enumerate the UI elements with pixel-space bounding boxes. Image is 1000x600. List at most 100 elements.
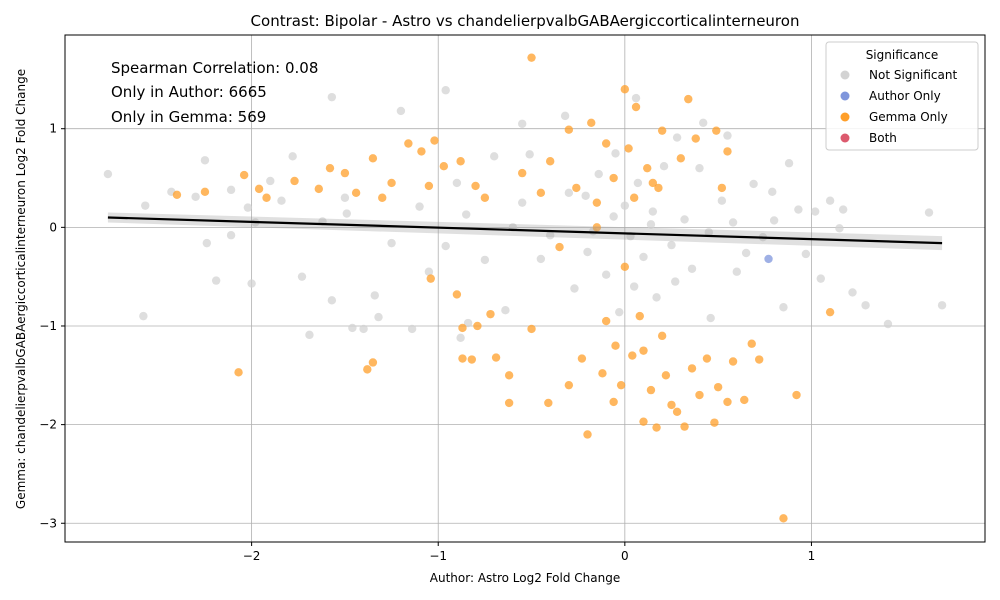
point-not-significant xyxy=(706,313,715,323)
point-gemma-only xyxy=(467,355,477,364)
point-not-significant xyxy=(784,159,794,168)
point-gemma-only xyxy=(536,188,546,198)
legend-title: Significance xyxy=(866,48,939,62)
point-not-significant xyxy=(631,93,641,103)
point-not-significant xyxy=(490,152,499,161)
point-gemma-only xyxy=(672,407,682,416)
point-gemma-only xyxy=(620,262,630,271)
legend-label-not-significant: Not Significant xyxy=(869,68,957,82)
point-not-significant xyxy=(202,238,212,248)
point-gemma-only xyxy=(654,183,663,193)
point-gemma-only xyxy=(200,187,210,197)
point-gemma-only xyxy=(527,324,536,334)
point-gemma-only xyxy=(486,309,495,319)
point-gemma-only xyxy=(592,223,602,232)
point-not-significant xyxy=(769,216,779,225)
point-not-significant xyxy=(704,228,714,237)
point-gemma-only xyxy=(629,193,639,202)
point-gemma-only xyxy=(691,134,700,143)
point-not-significant xyxy=(723,131,732,140)
point-not-significant xyxy=(672,133,682,142)
point-not-significant xyxy=(835,224,844,233)
point-gemma-only xyxy=(592,198,602,207)
point-not-significant xyxy=(768,187,777,197)
point-not-significant xyxy=(415,202,424,211)
point-not-significant xyxy=(583,247,592,257)
point-gemma-only xyxy=(564,125,574,134)
point-gemma-only xyxy=(363,365,372,374)
point-gemma-only xyxy=(717,183,727,193)
point-not-significant xyxy=(359,324,368,334)
point-not-significant xyxy=(648,207,658,216)
point-not-significant xyxy=(456,333,465,343)
point-gemma-only xyxy=(702,354,712,363)
point-not-significant xyxy=(717,196,727,205)
point-gemma-only xyxy=(473,321,482,331)
point-not-significant xyxy=(801,249,811,259)
point-not-significant xyxy=(297,272,307,281)
point-not-significant xyxy=(749,179,758,189)
point-gemma-only xyxy=(577,354,587,363)
point-not-significant xyxy=(937,301,947,310)
plot-frame xyxy=(64,34,986,543)
point-gemma-only xyxy=(710,418,719,427)
point-gemma-only xyxy=(601,316,611,326)
point-gemma-only xyxy=(598,369,607,378)
legend: Significance Not Significant Author Only… xyxy=(825,41,979,151)
point-gemma-only xyxy=(639,346,648,355)
point-not-significant xyxy=(441,241,450,251)
point-gemma-only xyxy=(404,139,413,148)
legend-marker-author-only xyxy=(840,91,850,101)
point-gemma-only xyxy=(290,176,299,186)
point-gemma-only xyxy=(325,163,335,173)
point-not-significant xyxy=(407,324,417,334)
x-axis-ticks: −2 −1 0 1 xyxy=(243,542,816,563)
point-not-significant xyxy=(387,238,396,248)
point-gemma-only xyxy=(314,184,323,194)
point-not-significant xyxy=(518,119,527,128)
point-not-significant xyxy=(570,284,579,293)
point-gemma-only xyxy=(624,144,633,153)
x-tick-label: 1 xyxy=(808,549,816,563)
legend-label-gemma-only: Gemma Only xyxy=(869,110,948,124)
point-not-significant xyxy=(424,267,434,276)
point-not-significant xyxy=(374,312,383,322)
point-gemma-only xyxy=(583,430,592,439)
point-not-significant xyxy=(340,193,350,202)
point-gemma-only xyxy=(740,395,749,405)
point-not-significant xyxy=(639,252,648,262)
point-not-significant xyxy=(646,220,656,229)
y-tick-label: −1 xyxy=(39,319,57,333)
point-not-significant xyxy=(211,276,221,285)
point-gemma-only xyxy=(676,154,686,163)
point-gemma-only xyxy=(825,307,835,317)
point-gemma-only xyxy=(340,168,350,178)
point-not-significant xyxy=(667,240,676,250)
point-not-significant xyxy=(794,205,803,214)
point-not-significant xyxy=(732,267,742,276)
legend-marker-gemma-only xyxy=(840,112,850,122)
point-gemma-only xyxy=(471,181,480,191)
point-gemma-only xyxy=(555,242,564,252)
point-not-significant xyxy=(288,152,297,161)
point-not-significant xyxy=(536,254,546,264)
point-not-significant xyxy=(728,218,738,227)
legend-marker-not-significant xyxy=(840,70,850,80)
point-not-significant xyxy=(825,196,835,205)
legend-label-both: Both xyxy=(869,131,897,145)
point-gemma-only xyxy=(635,311,644,321)
point-not-significant xyxy=(633,178,643,188)
point-gemma-only xyxy=(657,126,667,135)
point-gemma-only xyxy=(544,398,553,408)
point-not-significant xyxy=(277,196,286,205)
point-not-significant xyxy=(560,111,570,121)
point-not-significant xyxy=(741,248,751,258)
point-not-significant xyxy=(226,185,236,195)
point-gemma-only xyxy=(779,514,788,523)
point-gemma-only xyxy=(587,118,596,127)
x-axis-label: Author: Astro Log2 Fold Change xyxy=(430,571,620,585)
point-not-significant xyxy=(611,149,620,158)
chart-title: Contrast: Bipolar - Astro vs chandelierp… xyxy=(251,12,800,30)
point-not-significant xyxy=(695,163,704,173)
